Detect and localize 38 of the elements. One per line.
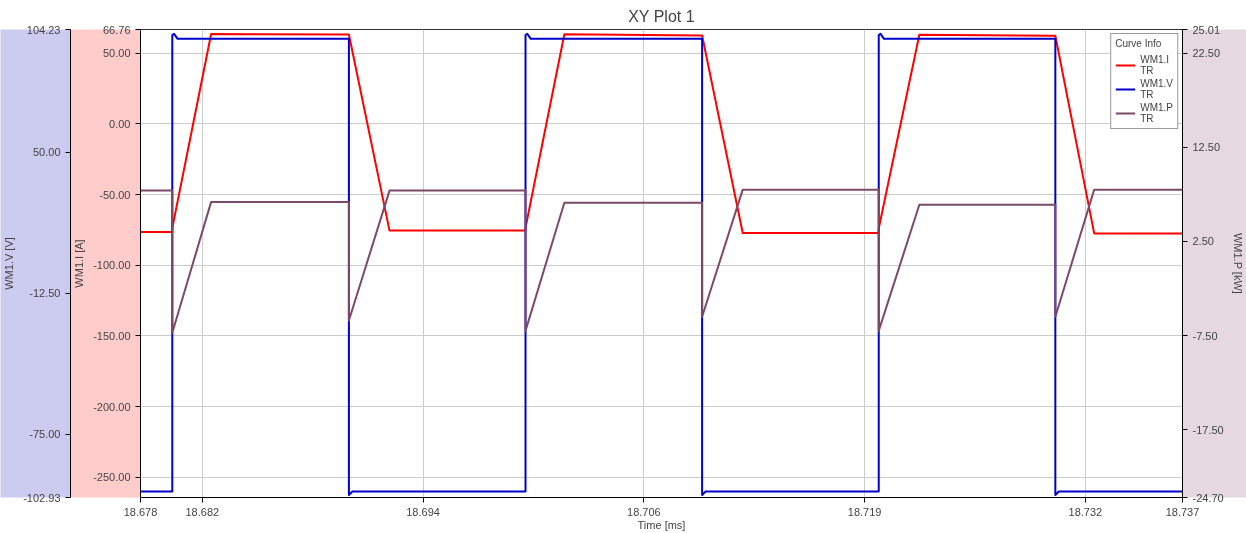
x-tick-label: 18.706 — [627, 505, 661, 518]
y-tick-label: 66.76 — [102, 23, 131, 36]
y3-tick-label: -75.00 — [29, 428, 61, 441]
chart-title: XY Plot 1 — [628, 7, 695, 25]
y-tick-label: -250.00 — [93, 471, 131, 484]
y3-tick-label: 104.23 — [26, 23, 61, 36]
legend-label: WM1.I TR — [1140, 54, 1170, 76]
x-tick-label: 18.719 — [847, 505, 882, 518]
y3-axis-title: WM1.V [V] — [3, 237, 16, 290]
x-tick-label: 18.732 — [1068, 505, 1103, 518]
y3-tick-label: 50.00 — [32, 146, 61, 159]
x-tick-label: 18.737 — [1165, 505, 1200, 518]
y-tick-label: -50.00 — [99, 188, 131, 201]
y-tick-label: -150.00 — [93, 329, 131, 342]
legend-label: WM1.V TR — [1140, 78, 1173, 100]
y2-tick-label: -7.50 — [1192, 329, 1218, 342]
x-tick-label: 18.694 — [406, 505, 440, 518]
legend-label: WM1.P TR — [1140, 102, 1173, 124]
y-tick-label: 0.00 — [109, 117, 131, 130]
y-tick-label: 50.00 — [102, 47, 131, 60]
y-axis-title: WM1.I [A] — [73, 239, 86, 288]
x-tick-label: 18.678 — [123, 505, 158, 518]
y-tick-label: -200.00 — [93, 400, 131, 413]
line-series — [140, 188, 1183, 334]
y2-tick-label: -24.70 — [1192, 491, 1224, 504]
y3-tick-label: -12.50 — [29, 287, 61, 300]
y2-tick-label: 25.01 — [1192, 23, 1221, 36]
y2-tick-label: 12.50 — [1192, 141, 1221, 154]
legend-title: Curve Info — [1115, 38, 1163, 49]
x-tick-label: 18.682 — [185, 505, 220, 518]
y3-tick-label: -102.93 — [23, 491, 61, 504]
y-tick-label: -100.00 — [93, 259, 131, 272]
y2-tick-label: 2.50 — [1192, 235, 1214, 248]
y2-tick-label: 22.50 — [1192, 47, 1221, 60]
x-axis-title: Time [ms] — [637, 518, 686, 531]
y2-axis-title: WM1.P [kW] — [1231, 232, 1244, 294]
line-series — [140, 32, 1183, 235]
y2-tick-label: -17.50 — [1192, 423, 1224, 436]
